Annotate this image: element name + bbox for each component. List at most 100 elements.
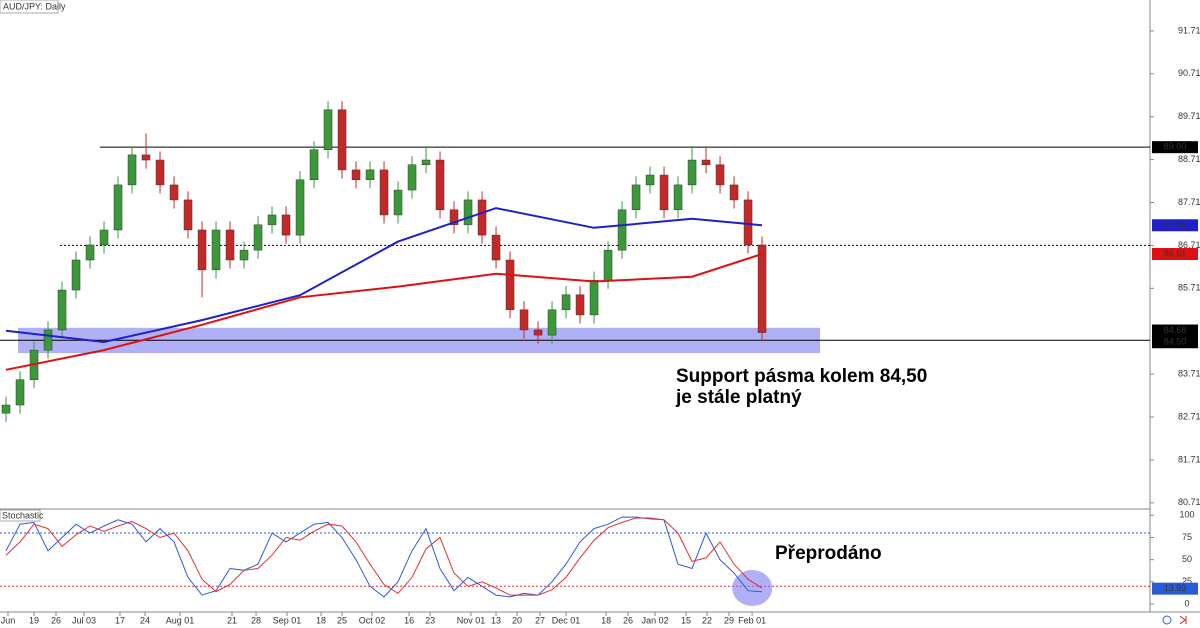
annotation: je stále platný (675, 387, 802, 408)
candle-body (379, 169, 389, 216)
x-tick-label: Sep 01 (273, 615, 302, 625)
moving-average (5, 253, 763, 371)
price-label-bg (1152, 248, 1198, 260)
candle-body (743, 199, 753, 246)
candle-body (617, 209, 627, 251)
price-label-bg (1152, 336, 1198, 349)
x-tick-label: 19 (29, 615, 39, 625)
y-tick-label: 83.71 (1178, 369, 1200, 379)
candle-body (519, 309, 529, 331)
y-tick-label: 87.71 (1178, 197, 1200, 207)
price-label: 13.93 (1164, 583, 1187, 593)
candle-body (323, 109, 333, 150)
candle-body (57, 289, 67, 331)
x-tick-label: 15 (681, 615, 691, 625)
annotation: Přeprodáno (775, 543, 882, 564)
candle-body (197, 229, 207, 271)
candle-body (421, 159, 431, 166)
candle-body (225, 229, 235, 261)
indicator-title-box (0, 509, 41, 522)
toolbar-icons[interactable] (1162, 615, 1187, 625)
candle-body (351, 169, 361, 181)
candle-body (365, 169, 375, 181)
stoch-line (5, 516, 763, 598)
x-tick-label: 29 (724, 615, 734, 625)
x-tick-label: Nov 01 (457, 615, 486, 625)
x-tick-label: 23 (425, 615, 435, 625)
x-tick-label: 25 (337, 615, 347, 625)
y-tick-label: 82.71 (1178, 411, 1200, 421)
y-tick-label: 91.71 (1178, 25, 1200, 35)
candle-body (71, 259, 81, 291)
candle-body (575, 294, 585, 316)
icon[interactable] (1162, 615, 1172, 625)
x-tick-label: 13 (491, 615, 501, 625)
candle-body (729, 184, 739, 201)
x-tick-label: 16 (404, 615, 414, 625)
y-tick-label: 81.71 (1178, 454, 1200, 464)
candle-body (253, 224, 263, 251)
price-label-bg (1152, 582, 1198, 595)
x-tick-label: 27 (535, 615, 545, 625)
y-tick-label: 50 (1182, 554, 1192, 564)
candle-body (603, 249, 613, 281)
price-label: 84.68 (1164, 325, 1187, 335)
moving-average (5, 207, 763, 344)
x-tick-label: Oct 02 (359, 615, 386, 625)
candle-body (337, 109, 347, 171)
y-tick-label: 100 (1179, 510, 1194, 520)
indicator-title: Stochastic (2, 510, 44, 520)
y-tick-label: 25 (1182, 576, 1192, 586)
x-tick-label: 22 (702, 615, 712, 625)
candle-body (393, 189, 403, 216)
x-tick-label: Aug 01 (166, 615, 195, 625)
candle-body (169, 184, 179, 201)
y-tick-label: 90.71 (1178, 68, 1200, 78)
icon[interactable] (1179, 615, 1187, 625)
price-label-bg (1152, 141, 1198, 154)
candle-body (281, 214, 291, 236)
candle-body (659, 174, 669, 211)
price-label: 89.00 (1164, 142, 1187, 152)
candle-body (505, 259, 515, 311)
y-tick-label: 86.71 (1178, 240, 1200, 250)
y-tick-label: 85.71 (1178, 283, 1200, 293)
candle-body (295, 179, 305, 236)
x-tick-label: Dec 01 (552, 615, 581, 625)
candle-body (211, 229, 221, 271)
price-label: 86.51 (1164, 248, 1187, 258)
x-tick-label: 18 (601, 615, 611, 625)
y-tick-label: 0 (1184, 598, 1189, 608)
candle-body (15, 379, 25, 406)
stoch-line (5, 517, 763, 596)
candle-body (463, 199, 473, 226)
candle-body (687, 159, 697, 186)
x-tick-label: 20 (512, 615, 522, 625)
price-label: 84.50 (1164, 337, 1187, 347)
candle-body (631, 184, 641, 211)
candle-body (1, 404, 11, 414)
annotation: Support pásma kolem 84,50 (676, 366, 927, 387)
y-tick-label: 88.71 (1178, 154, 1200, 164)
x-tick-label: Feb 01 (738, 615, 766, 625)
x-tick-label: Jan 02 (642, 615, 669, 625)
candle-body (141, 154, 151, 161)
y-tick-label: 75 (1182, 532, 1192, 542)
candle-body (701, 159, 711, 166)
candle-body (673, 184, 683, 211)
title-box (0, 0, 59, 14)
x-tick-label: Jul 03 (72, 615, 96, 625)
highlight (732, 570, 773, 607)
candle-body (533, 329, 543, 336)
price-label-bg (1152, 219, 1198, 232)
candle-body (645, 174, 655, 186)
x-tick-label: Jun (1, 615, 16, 625)
candle-body (561, 294, 571, 311)
candle-body (239, 249, 249, 261)
candle-body (43, 329, 53, 351)
candle-body (477, 199, 487, 236)
candle-body (589, 279, 599, 316)
candle-body (113, 184, 123, 231)
